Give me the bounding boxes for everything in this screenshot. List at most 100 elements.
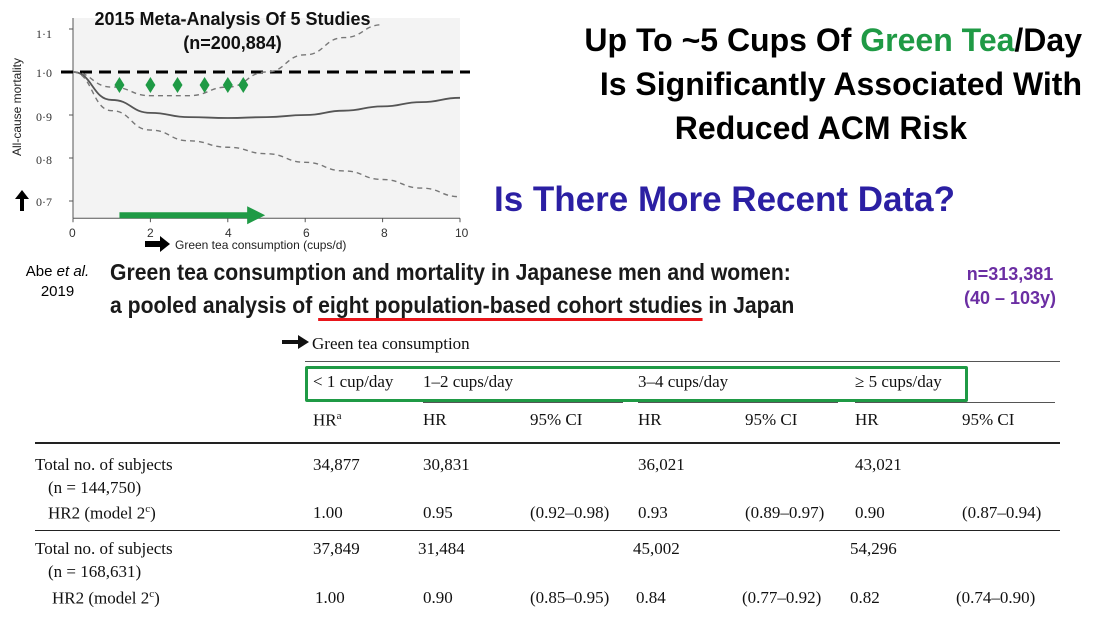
headline-line1: Up To ~5 Cups Of Green Tea/Day [584,22,1082,58]
table-cell: 54,296 [850,539,897,558]
paper-title-post: in Japan [702,292,795,318]
green-diamond-marker [238,77,249,93]
arrow-right-icon [282,335,309,349]
chart-title: 2015 Meta-Analysis Of 5 Studies (n=200,8… [75,7,390,55]
row-hr-label: HR2 (model 2c) [48,503,156,524]
row-n: (n = 168,631) [48,562,142,581]
hr-label-close: ) [154,588,160,608]
table-cell: 31,484 [418,539,465,558]
headline-line3: Reduced ACM Risk [674,110,967,146]
plot-area [73,18,460,219]
chart-title-line2: (n=200,884) [183,33,282,53]
x-tick-label: 8 [381,226,388,240]
green-diamond-marker [145,77,156,93]
table-cell: 37,849 [313,539,360,558]
x-tick-label: 0 [69,226,76,240]
consumption-highlight-box [305,366,968,402]
subheader-hr-ref: HRa [313,410,342,431]
green-diamond-marker [199,77,210,93]
hr-label-sup: c [145,503,151,515]
y-tick-label: 0·9 [36,110,52,124]
row-label: Total no. of subjects [35,455,173,474]
row-n: (n = 144,750) [48,478,142,497]
chart-x-axis-label: Green tea consumption (cups/d) [175,238,347,252]
subheader-hr: HR [423,410,447,429]
table-cell: 0.82 [850,588,880,607]
table-block-rule [35,530,1060,531]
subheader-ci: 95% CI [530,410,583,429]
hr-curve [72,71,461,119]
subheader-hr: HR [313,410,337,430]
table-cell: (0.85–0.95) [530,588,610,607]
table-cell: 36,021 [638,455,685,474]
table-cell: 0.90 [855,503,885,522]
table-cell: 43,021 [855,455,902,474]
table-cell: 0.90 [423,588,453,607]
ci-band-line [72,71,461,198]
x-tick-label: 10 [455,226,469,240]
author-name: Abe [25,263,57,280]
table-cell: 30,831 [423,455,470,474]
table-header-rule [35,442,1060,444]
green-arrow-head [247,206,266,225]
ci-band-line [72,24,383,97]
table-cell: (0.92–0.98) [530,503,610,522]
subheader-hr: HR [638,410,662,429]
meta-analysis-chart [15,18,470,252]
x-tick-label: 6 [303,226,310,240]
table-cell: 0.95 [423,503,453,522]
headline-line2: Is Significantly Associated With [599,66,1082,102]
paper-title-underlined: eight population-based cohort studies [318,292,703,318]
x-tick-label: 2 [147,226,154,240]
paper-title-line1: Green tea consumption and mortality in J… [110,259,791,285]
group-rule [638,402,838,403]
table-cell: (0.89–0.97) [745,503,825,522]
paper-title-line2: a pooled analysis of eight population-ba… [110,289,794,322]
y-tick-label: 1·1 [36,27,52,41]
row-hr-label: HR2 (model 2c) [52,588,160,609]
group-3-4: 3–4 cups/day [638,372,729,391]
age-range: (40 – 103y) [963,288,1057,308]
table-cell: (0.87–0.94) [962,503,1042,522]
sample-info: n=313,381 (40 – 103y) [950,262,1070,310]
subheader-sup: a [336,410,342,422]
hr-label-text: HR2 (model 2 [48,503,146,523]
y-tick-label: 1·0 [36,66,52,80]
paper-title: Green tea consumption and mortality in J… [110,256,794,322]
green-tea-highlight: Green Tea [860,22,1015,58]
green-diamond-marker [114,77,125,93]
chart-title-line1: 2015 Meta-Analysis Of 5 Studies [94,9,371,29]
author-citation: Abe et al. 2019 [15,262,100,302]
y-tick-label: 0·8 [36,153,52,167]
sample-size: n=313,381 [966,264,1054,284]
chart-y-axis-label: All-cause mortality [10,57,24,157]
table-cell: 0.93 [638,503,668,522]
row-label: Total no. of subjects [35,539,173,558]
hr-label-sup: c [149,588,155,600]
group-rule [423,402,623,403]
group-rule [855,402,1055,403]
x-tick-label: 4 [225,226,232,240]
subheader-ci: 95% CI [962,410,1015,429]
subheader-ci: 95% CI [745,410,798,429]
headline-line1-start: Up To ~5 Cups Of [584,22,861,58]
group-ge5: ≥ 5 cups/day [855,372,942,391]
table-cell: 34,877 [313,455,360,474]
table-cell: 0.84 [636,588,666,607]
headline-question: Is There More Recent Data? [494,180,955,219]
table-cell: 1.00 [315,588,345,607]
hr-label-close: ) [150,503,156,523]
table-top-rule [305,361,1060,362]
headline-line1-end: /Day [1014,22,1082,58]
table-cell: 45,002 [633,539,680,558]
y-tick-label: 0·7 [36,195,52,209]
paper-title-pre: a pooled analysis of [110,292,319,318]
group-1-2: 1–2 cups/day [423,372,514,391]
up-arrow-icon [15,190,29,211]
author-etal: et al. [56,263,90,280]
citation-year: 2019 [40,283,75,300]
table-caption: Green tea consumption [312,334,470,353]
green-diamond-marker [222,77,233,93]
table-cell: (0.77–0.92) [742,588,822,607]
right-arrow-icon [145,236,170,252]
